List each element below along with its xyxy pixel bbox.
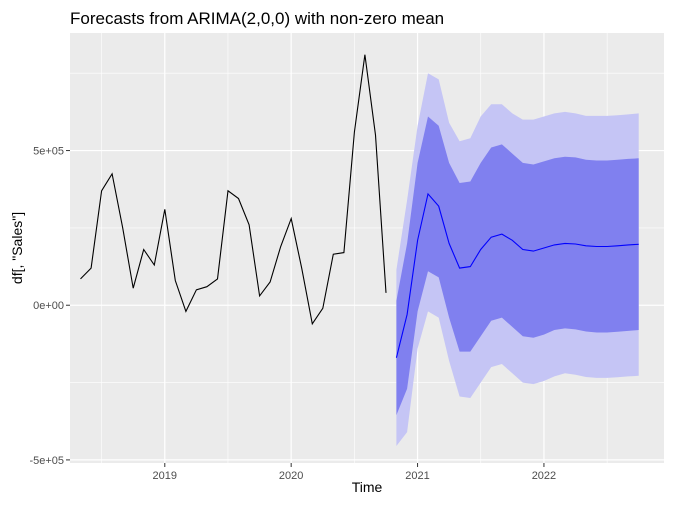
series-line-forecast <box>395 192 639 358</box>
y-axis: -5e+05 0e+00 5e+05 <box>29 146 70 467</box>
x-axis-label: Time <box>352 479 383 495</box>
series-line-history <box>80 54 387 326</box>
x-axis: 2019 2020 2021 2022 <box>153 463 556 482</box>
prediction-interval-80 <box>396 116 639 416</box>
x-tick-label: 2019 <box>153 470 177 482</box>
series-lines <box>80 54 639 358</box>
y-tick-label: 0e+00 <box>33 300 64 312</box>
x-tick-label: 2022 <box>532 470 556 482</box>
y-axis-label: df[, "Sales"] <box>9 212 25 284</box>
y-tick-label: 5e+05 <box>33 146 64 158</box>
band-80 <box>396 116 639 416</box>
x-tick-label: 2020 <box>279 470 303 482</box>
y-tick-label: -5e+05 <box>29 455 64 467</box>
chart-title: Forecasts from ARIMA(2,0,0) with non-zer… <box>70 9 444 28</box>
x-tick-label: 2021 <box>405 470 429 482</box>
